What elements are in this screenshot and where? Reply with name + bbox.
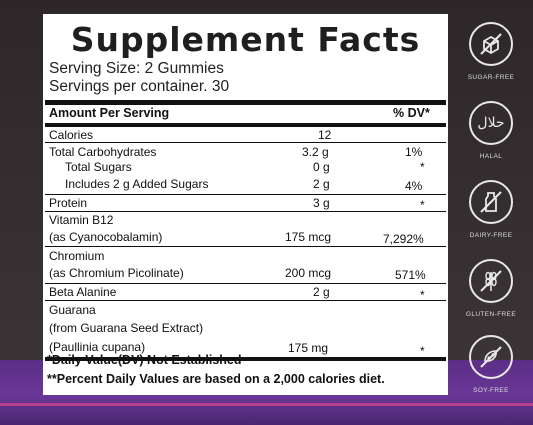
nutrient-amount: 175 mg	[288, 341, 329, 355]
thick-rule-header	[45, 123, 446, 126]
badge-label: DAIRY-FREE	[469, 232, 513, 239]
badge-sugar-free: SUGAR-FREE	[461, 22, 521, 81]
nutrient-name: Protein	[49, 196, 88, 210]
thick-rule-top	[45, 100, 446, 105]
nutrient-name: Guarana	[49, 303, 96, 317]
nutrient-name-detail: (as Cyanocobalamin)	[49, 230, 163, 244]
sugar-cube-crossed-icon	[469, 22, 513, 66]
nutrient-name: Includes 2 g Added Sugars	[65, 177, 209, 191]
background-pink-stripe	[0, 403, 533, 406]
badge-gluten-free: GLUTEN-FREE	[461, 259, 521, 318]
nutrient-name-detail: (as Chromium Picolinate)	[49, 266, 184, 280]
nutrient-row: Guarana (from Guarana Seed Extract) (Pau…	[45, 300, 446, 358]
daily-value-header: % DV*	[393, 106, 430, 120]
nutrient-name-detail: (from Guarana Seed Extract)	[49, 321, 204, 335]
nutrient-name: Beta Alanine	[49, 285, 117, 299]
nutrient-amount: 2 g	[313, 177, 330, 191]
soy-crossed-icon	[469, 335, 513, 379]
nutrient-row: Beta Alanine 2 g *	[45, 283, 446, 302]
nutrient-dv: 571%	[395, 268, 426, 282]
nutrient-row: Total Carbohydrates 3.2 g 1%	[45, 142, 446, 159]
nutrient-amount: 175 mcg	[285, 230, 332, 244]
nutrient-name-detail: (Paullinia cupana)	[49, 340, 146, 354]
nutrient-name: Vitamin B12	[49, 213, 114, 227]
nutrient-amount: 2 g	[313, 285, 330, 299]
nutrient-dv: 1%	[405, 145, 423, 159]
badge-dairy-free: DAIRY-FREE	[461, 180, 521, 239]
nutrient-row: Chromium (as Chromium Picolinate) 200 mc…	[45, 246, 446, 283]
nutrient-name: Total Sugars	[65, 160, 132, 174]
nutrient-dv: 7,292%	[383, 232, 424, 246]
nutrient-dv: *	[420, 344, 425, 358]
nutrient-amount: 3 g	[313, 196, 330, 210]
nutrient-amount: 3.2 g	[302, 145, 329, 159]
nutrient-row: Protein 3 g *	[45, 194, 446, 212]
nutrient-dv: 4%	[405, 179, 423, 193]
footnote-percent-dv: **Percent Daily Values are based on a 2,…	[47, 372, 385, 386]
panel-title: Supplement Facts	[70, 20, 421, 59]
nutrient-name: Chromium	[49, 249, 105, 263]
nutrient-row: Includes 2 g Added Sugars 2 g 4%	[45, 174, 446, 194]
nutrient-name: Calories	[49, 128, 94, 142]
badge-label: SOY-FREE	[473, 387, 509, 394]
nutrient-amount: 12	[318, 128, 332, 142]
thick-rule-bottom	[45, 357, 446, 361]
badge-label: HALAL	[479, 153, 503, 160]
footnote-dv-not-established: *Daily Value(DV) Not Established	[47, 353, 242, 367]
servings-per-container: Servings per container. 30	[49, 78, 230, 95]
badge-label: GLUTEN-FREE	[465, 311, 517, 318]
nutrient-row: Vitamin B12 (as Cyanocobalamin) 175 mcg …	[45, 211, 446, 246]
nutrient-row: Calories 12	[45, 126, 446, 142]
badge-soy-free: SOY-FREE	[461, 335, 521, 394]
supplement-facts-panel: Supplement Facts Serving Size: 2 Gummies…	[43, 14, 448, 395]
badge-label: SUGAR-FREE	[467, 74, 515, 81]
nutrient-name: Total Carbohydrates	[49, 145, 157, 159]
nutrient-dv: *	[420, 160, 425, 174]
nutrient-dv: *	[420, 198, 425, 212]
milk-crossed-icon	[469, 180, 513, 224]
nutrient-row: Total Sugars 0 g *	[45, 158, 446, 174]
nutrient-amount: 200 mcg	[285, 266, 332, 280]
serving-size: Serving Size: 2 Gummies	[49, 60, 224, 77]
halal-icon: حلال	[469, 101, 513, 145]
badge-halal: حلال HALAL	[461, 101, 521, 160]
wheat-crossed-icon	[469, 259, 513, 303]
nutrient-dv: *	[420, 288, 425, 302]
nutrient-amount: 0 g	[313, 160, 330, 174]
amount-per-serving-header: Amount Per Serving	[49, 106, 170, 120]
